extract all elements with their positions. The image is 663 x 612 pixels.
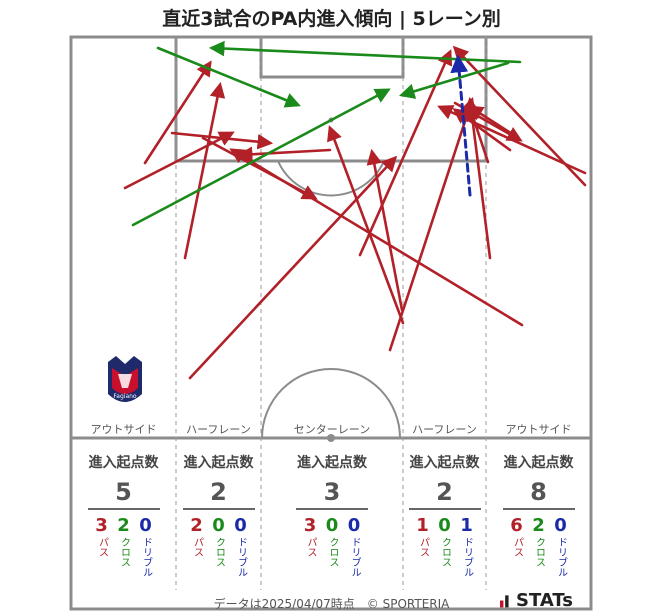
dribble-count: 0 <box>554 515 567 536</box>
dribble-label: ドリブル <box>461 537 473 577</box>
dribble-label: ドリブル <box>235 537 247 577</box>
dribble-count: 0 <box>139 515 152 536</box>
entry-arrows <box>123 40 587 380</box>
stat-title: 進入起点数 <box>88 455 159 471</box>
stat-divider <box>296 508 368 510</box>
pass-label: パス <box>305 537 316 557</box>
cross-label: クロス <box>533 537 545 567</box>
stat-divider <box>87 508 160 510</box>
stat-total: 2 <box>210 478 227 506</box>
lane-stats-halfspace-left: 進入起点数 2 2 パス 0 クロス 0 ドリブル <box>176 452 261 577</box>
pass-arrow <box>463 96 492 260</box>
pass-label: パス <box>191 537 203 557</box>
club-crest-logo: Fagiano <box>108 356 142 402</box>
lane-label-outside-left: アウトサイド <box>90 423 157 436</box>
pass-arrow <box>388 97 476 352</box>
lane-stats-outside-right: 進入起点数 8 6 パス 2 クロス 0 ドリブル <box>486 452 591 577</box>
dribble-label: ドリブル <box>140 537 152 577</box>
pass-arrow <box>327 125 405 325</box>
stat-divider <box>502 508 575 510</box>
pass-arrow <box>143 60 212 165</box>
lane-label-center: センターレーン <box>293 423 371 436</box>
lane-label-halfspace-right: ハーフレーン <box>412 423 477 436</box>
lane-stats-center: 進入起点数 3 3 パス 0 クロス 0 ドリブル <box>261 452 403 577</box>
lane-stats-halfspace-right: 進入起点数 2 1 パス 0 クロス 1 ドリブル <box>403 452 486 577</box>
stat-total: 2 <box>436 478 453 506</box>
cross-arrow <box>399 61 510 99</box>
dribble-count: 0 <box>347 515 361 536</box>
dribble-count: 1 <box>460 515 473 536</box>
cross-count: 2 <box>532 515 545 536</box>
lane-stats-outside-left: 進入起点数 5 3 パス 2 クロス 0 ドリブル <box>71 452 176 577</box>
stat-divider <box>408 508 481 510</box>
cross-count: 0 <box>212 515 225 536</box>
lane-label-outside-right: アウトサイド <box>505 423 572 436</box>
stats-mark-icon <box>500 595 509 608</box>
lane-label-halfspace-left: ハーフレーン <box>186 423 251 436</box>
pass-arrow <box>170 131 274 150</box>
stat-divider <box>182 508 255 510</box>
penalty-area <box>174 35 488 163</box>
pass-label: パス <box>511 537 523 557</box>
stat-title: 進入起点数 <box>409 455 480 471</box>
cross-label: クロス <box>327 537 338 567</box>
dribble-count: 0 <box>234 515 247 536</box>
pass-count: 6 <box>510 515 523 536</box>
cross-arrow <box>131 88 391 227</box>
pass-arrow <box>229 148 524 327</box>
pass-label: パス <box>96 537 108 557</box>
cross-count: 0 <box>325 515 339 536</box>
stat-total: 3 <box>323 478 341 506</box>
cross-label: クロス <box>213 537 225 567</box>
pass-arrow <box>466 105 490 164</box>
pass-arrow <box>366 148 404 312</box>
cross-label: クロス <box>439 537 451 567</box>
stats-brand-logo: STATs <box>500 590 573 611</box>
pass-arrow <box>123 131 235 190</box>
pass-arrow <box>188 155 398 380</box>
dribble-label: ドリブル <box>349 537 360 577</box>
dribble-arrow <box>450 54 472 197</box>
cross-count: 0 <box>438 515 451 536</box>
stat-title: 進入起点数 <box>503 455 574 471</box>
stat-title: 進入起点数 <box>183 455 254 471</box>
page-title: 直近3試合のPA内進入傾向 | 5レーン別 <box>162 8 501 30</box>
pass-count: 2 <box>190 515 203 536</box>
center-circle <box>261 368 401 439</box>
cross-arrow <box>156 46 301 108</box>
crest-lettering: Fagiano <box>113 393 137 400</box>
cross-count: 2 <box>117 515 130 536</box>
center-spot <box>327 434 335 442</box>
penalty-arc <box>277 160 385 197</box>
cross-arrow <box>208 40 522 64</box>
stat-total: 5 <box>115 478 132 506</box>
stat-total: 8 <box>530 478 547 506</box>
dribble-label: ドリブル <box>555 537 567 577</box>
pass-arrow <box>236 146 332 163</box>
footer-credit: データは2025/04/07時点 © SPORTERIA <box>213 597 450 611</box>
stat-title: 進入起点数 <box>297 455 367 471</box>
pass-arrow <box>183 81 226 260</box>
stats-brand-text: STATs <box>516 590 573 611</box>
pass-count: 1 <box>416 515 429 536</box>
pass-label: パス <box>417 537 429 557</box>
pass-count: 3 <box>95 515 108 536</box>
pass-count: 3 <box>303 515 317 536</box>
cross-label: クロス <box>118 537 130 567</box>
